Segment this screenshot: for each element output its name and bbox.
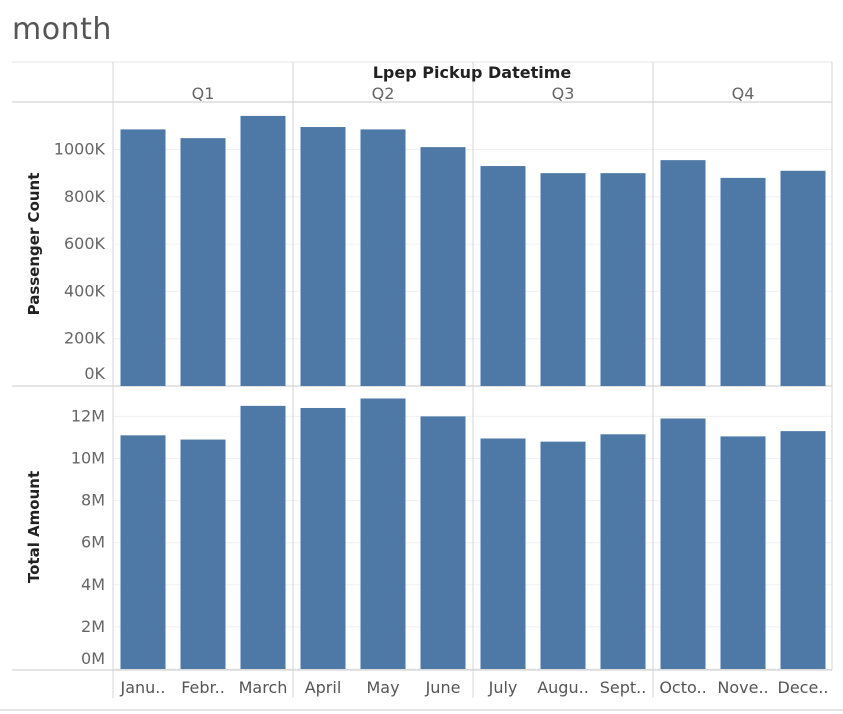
x-tick-label: June [425,678,461,697]
y-tick-label: 10M [71,449,105,468]
y-tick-label: 0K [84,364,105,383]
y-tick-label: 2M [81,617,105,636]
bar-passenger-count-12 [780,170,826,386]
x-tick-label: Sept.. [600,678,647,697]
x-tick-label: May [366,678,399,697]
column-header-title: Lpep Pickup Datetime [373,63,572,82]
x-tick-label: Febr.. [181,678,225,697]
quarter-header-q1: Q1 [192,84,215,103]
y-tick-label: 12M [71,406,105,425]
y-tick-label: 0M [81,649,105,668]
y-axis-ticks: 0K 200K 400K 600K 800K 1000K 0M 2M 4M 6M 8M 10M 12M [54,140,106,669]
bar-total-amount-11 [720,436,766,669]
bar-total-amount-5 [360,398,406,669]
y-tick-label: 4M [81,575,105,594]
y-tick-label: 1000K [54,140,106,159]
bar-total-amount-3 [240,405,286,669]
quarter-headers: Q1 Q2 Q3 Q4 [192,84,755,103]
y-tick-label: 200K [64,329,106,348]
bar-total-amount-6 [420,416,466,669]
quarter-header-q2: Q2 [372,84,395,103]
bars [120,115,826,669]
bar-passenger-count-11 [720,177,766,386]
x-tick-label: April [305,678,342,697]
bar-total-amount-2 [180,439,226,669]
x-tick-label: March [239,678,288,697]
bar-passenger-count-10 [660,160,706,386]
x-tick-label: Nove.. [717,678,768,697]
bar-total-amount-4 [300,407,346,669]
y-tick-label: 400K [64,281,106,300]
bar-passenger-count-1 [120,129,166,386]
bar-passenger-count-9 [600,173,646,386]
y-tick-label: 6M [81,533,105,552]
bar-passenger-count-3 [240,115,286,387]
page-title: month [12,12,112,47]
x-tick-label: Octo.. [659,678,706,697]
bar-passenger-count-5 [360,129,406,386]
x-tick-label: Dece.. [778,678,829,697]
bar-total-amount-10 [660,418,706,669]
bar-passenger-count-8 [540,173,586,386]
bar-total-amount-7 [480,438,526,669]
bar-passenger-count-6 [420,147,466,386]
bar-passenger-count-7 [480,166,526,386]
y-axis-title-passenger-count: Passenger Count [25,173,43,316]
quarter-header-q4: Q4 [732,84,755,103]
x-tick-label: Janu.. [120,678,166,697]
y-tick-label: 600K [64,234,106,253]
bar-total-amount-8 [540,441,586,669]
y-tick-label: 8M [81,491,105,510]
bar-total-amount-1 [120,435,166,669]
y-axis-title-total-amount: Total Amount [25,471,43,583]
bar-total-amount-9 [600,434,646,669]
bar-passenger-count-4 [300,127,346,386]
bar-passenger-count-2 [180,138,226,386]
y-tick-label: 800K [64,187,106,206]
x-tick-label: Augu.. [537,678,589,697]
x-tick-label: July [488,678,518,697]
x-axis-categories: Janu.. Febr.. March April May June July Augu.. S… [120,678,829,697]
quarter-header-q3: Q3 [552,84,575,103]
bar-total-amount-12 [780,431,826,669]
